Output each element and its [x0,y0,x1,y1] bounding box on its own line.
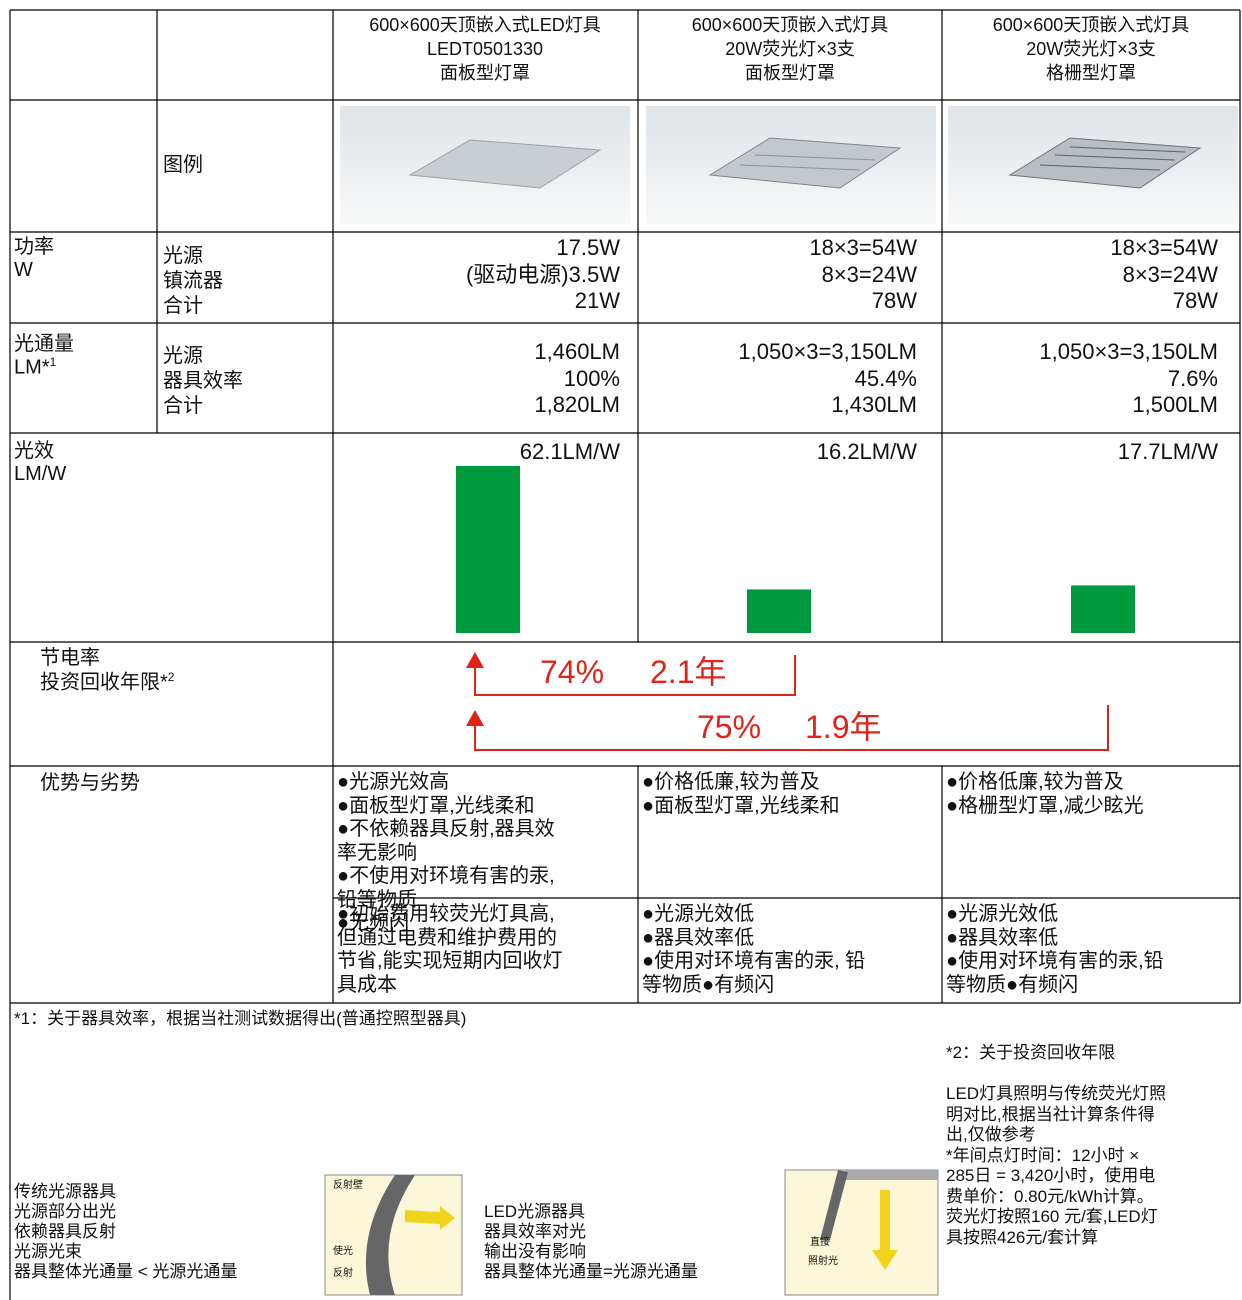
advantage-text: ●不使用对环境有害的汞, [337,865,555,887]
diagram-caption: 光源光束 [14,1243,82,1262]
footnote: *1：关于器具效率，根据当社测试数据得出(普通控照型器具) [14,1010,466,1029]
value-text: 1,460LM [534,340,620,364]
value-text: 78W [1173,289,1218,313]
item-label: 镇流器 [163,270,223,292]
item-label: 器具效率 [163,370,243,392]
diagram-caption: 输出没有影响 [484,1243,586,1262]
footnote-body: 具按照426元/套计算 [946,1229,1098,1248]
diagram-label: 照射光 [808,1256,838,1267]
diagram-caption: 光源部分出光 [14,1203,116,1222]
footnote-body: 荧光灯按照160 元/套,LED灯 [946,1208,1158,1227]
diagram-caption: 器具整体光通量 < 光源光通量 [14,1263,237,1282]
disadvantage-text: 等物质●有频闪 [642,974,774,996]
value-text: 18×3=54W [1110,236,1218,260]
saving-rate: 75% [697,710,761,745]
payback-years: 1.9年 [805,710,882,745]
item-label: 光源 [163,245,203,267]
value-text: (驱动电源)3.5W [466,263,620,287]
row-label: 节电率 [40,647,100,669]
footnote-body: LED灯具照明与传统荧光灯照 [946,1085,1166,1104]
diagram-caption: 传统光源器具 [14,1183,116,1202]
row-label: 光通量 [14,333,74,355]
value-text: 18×3=54W [809,236,917,260]
footnote: *2：关于投资回收年限 [946,1044,1115,1063]
advantage-text: ●不依赖器具反射,器具效 [337,818,555,840]
footnote-body: *年间点灯时间：12小时 × [946,1147,1139,1166]
disadvantage-text: 等物质●有频闪 [946,974,1078,996]
advantage-text: ●面板型灯罩,光线柔和 [337,795,535,817]
efficacy-bar [456,466,520,633]
row-label: LM/W [14,463,66,485]
value-text: 1,050×3=3,150LM [738,340,917,364]
footnote-body: 明对比,根据当社计算条件得 [946,1106,1155,1125]
disadvantage-text: ●光源光效低 [946,903,1058,925]
header-text: 600×600天顶嵌入式灯具 [891,16,1242,36]
advantage-text: ●光源光效高 [337,771,449,793]
payback-years: 2.1年 [650,655,727,690]
value-text: 1,500LM [1132,393,1218,417]
efficacy-bar [1071,585,1135,633]
advantage-text: ●面板型灯罩,光线柔和 [642,795,840,817]
diagram-caption: LED光源器具 [484,1203,585,1222]
page: 600×600天顶嵌入式LED灯具LEDT0501330面板型灯罩600×600… [0,0,1242,1300]
disadvantage-text: ●使用对环境有害的汞,铅 [946,950,1164,972]
value-text: 78W [872,289,917,313]
disadvantage-text: 但通过电费和维护费用的 [337,927,557,949]
value-text: 1,820LM [534,393,620,417]
footnote-body: 285日 = 3,420小时，使用电 [946,1167,1155,1186]
value-text: 7.6% [1168,367,1218,391]
disadvantage-text: ●光源光效低 [642,903,754,925]
saving-rate: 74% [540,655,604,690]
diagram-caption: 依赖器具反射 [14,1223,116,1242]
efficacy-label: 62.1LM/W [520,440,620,464]
efficacy-bar [747,589,811,633]
disadvantage-text: ●器具效率低 [946,927,1058,949]
value-text: 8×3=24W [822,263,917,287]
value-text: 8×3=24W [1123,263,1218,287]
header-text: 格栅型灯罩 [891,64,1242,84]
value-text: 45.4% [855,367,917,391]
value-text: 1,430LM [831,393,917,417]
row-label: 光效 [14,440,54,462]
footnote-body: 出,仅做参考 [946,1126,1036,1145]
diagram-label: 反射壁 [333,1180,363,1191]
advantage-text: ●价格低廉,较为普及 [946,771,1124,793]
item-label: 合计 [163,395,203,417]
item-label: 光源 [163,345,203,367]
superscript: 1 [50,355,57,369]
disadvantage-text: 节省,能实现短期内回收灯 [337,950,563,972]
diagram-label: 直接 [810,1237,830,1248]
advantage-text: ●格栅型灯罩,减少眩光 [946,795,1144,817]
footnote-body: 费单价：0.80元/kWh计算。 [946,1188,1154,1207]
header-text: 20W荧光灯×3支 [891,40,1242,60]
superscript: 2 [168,670,175,684]
value-text: 17.5W [556,236,620,260]
advantage-text: ●价格低廉,较为普及 [642,771,820,793]
value-text: 21W [575,289,620,313]
disadvantage-text: 具成本 [337,974,397,996]
fixture-images [340,106,1238,224]
advantage-text: 率无影响 [337,842,417,864]
row-label: 图例 [163,154,203,176]
efficacy-label: 17.7LM/W [1118,440,1218,464]
row-label: LM*1 [14,356,56,379]
diagram-caption: 器具整体光通量=光源光通量 [484,1263,698,1282]
disadvantage-text: ●器具效率低 [642,927,754,949]
item-label: 合计 [163,295,203,317]
row-label: 功率 [14,236,54,258]
value-text: 1,050×3=3,150LM [1039,340,1218,364]
diagram-label: 反射 [333,1268,353,1279]
row-label: 投资回收年限*2 [40,671,174,694]
row-label: 优势与劣势 [40,772,140,794]
disadvantage-text: ●初始费用较荧光灯具高, [337,903,555,925]
disadvantage-text: ●使用对环境有害的汞, 铅 [642,950,865,972]
value-text: 100% [564,367,620,391]
row-label: W [14,259,33,281]
diagram-label: 使光 [333,1246,353,1257]
efficacy-label: 16.2LM/W [817,440,917,464]
diagram-caption: 器具效率对光 [484,1223,586,1242]
